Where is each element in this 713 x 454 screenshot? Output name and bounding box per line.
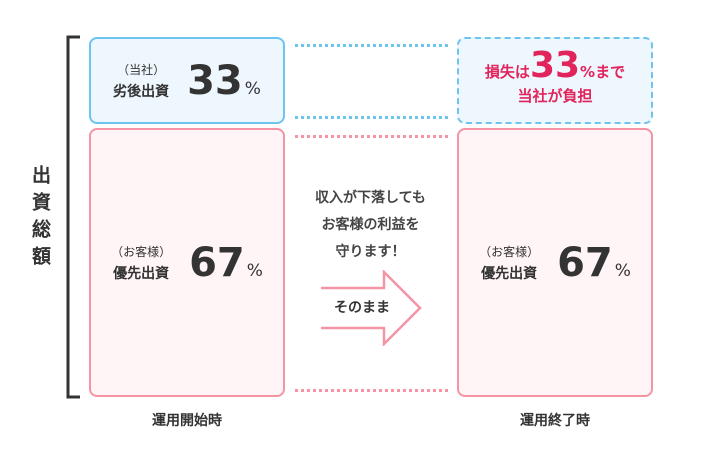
percentage: 67% [557,239,631,286]
start-subordinated-box: （当社） 劣後出資 33% [89,37,285,124]
dotted-line [295,389,448,392]
sub-label: （当社） [117,62,166,77]
total-investment-label: 出資総額 [29,165,51,273]
start-priority-box: （お客様） 優先出資 67% [89,128,285,397]
label: 劣後出資 [113,83,170,100]
arrow-label: そのまま [334,300,390,316]
label: 優先出資 [113,265,170,282]
dotted-line [295,44,448,47]
bracket [66,35,80,399]
arrow-right-icon [321,270,422,346]
start-caption: 運用開始時 [152,413,222,429]
end-caption: 運用終了時 [520,413,590,429]
percentage: 33% [187,57,261,104]
end-priority-box: （お客様） 優先出資 67% [457,128,653,397]
sub-label: （お客様） [479,244,540,259]
sub-label: （お客様） [111,244,172,259]
middle-message: 収入が下落しても お客様の利益を 守ります！ [315,190,426,260]
dotted-line [295,116,448,119]
end-loss-box: 損失は33%まで 当社が負担 [457,37,653,124]
dotted-line [295,135,448,138]
label: 優先出資 [481,265,538,282]
percentage: 67% [189,239,263,286]
